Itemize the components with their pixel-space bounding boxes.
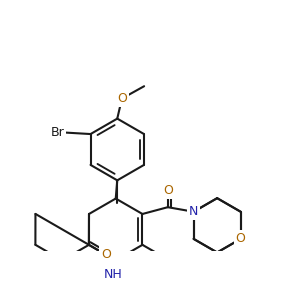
- Text: Br: Br: [51, 126, 64, 139]
- Text: O: O: [117, 92, 127, 105]
- Text: N: N: [189, 205, 198, 218]
- Text: O: O: [236, 232, 246, 245]
- Text: O: O: [163, 184, 173, 197]
- Text: O: O: [101, 248, 111, 261]
- Text: N: N: [189, 205, 198, 218]
- Text: NH: NH: [104, 268, 123, 281]
- Text: O: O: [236, 232, 246, 245]
- Text: N: N: [189, 205, 198, 218]
